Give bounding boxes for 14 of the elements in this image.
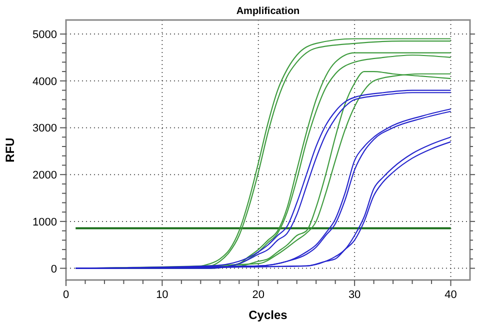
y-tick-label: 5000 (32, 29, 57, 42)
x-tick-label: 20 (252, 289, 265, 301)
x-tick-label: 0 (62, 289, 70, 301)
y-axis-title: RFU (3, 138, 17, 162)
x-tick-label: 10 (156, 289, 168, 301)
y-tick-label: 0 (50, 263, 57, 276)
chart-title: Amplification (236, 6, 300, 17)
y-tick-label: 2000 (32, 170, 57, 182)
x-axis-title: Cycles (248, 308, 288, 322)
y-tick-label: 1000 (32, 216, 57, 228)
x-tick-label: 30 (348, 289, 361, 301)
y-tick-label: 3000 (32, 122, 57, 135)
y-tick-label: 4000 (32, 76, 57, 88)
x-tick-label: 40 (444, 289, 457, 301)
